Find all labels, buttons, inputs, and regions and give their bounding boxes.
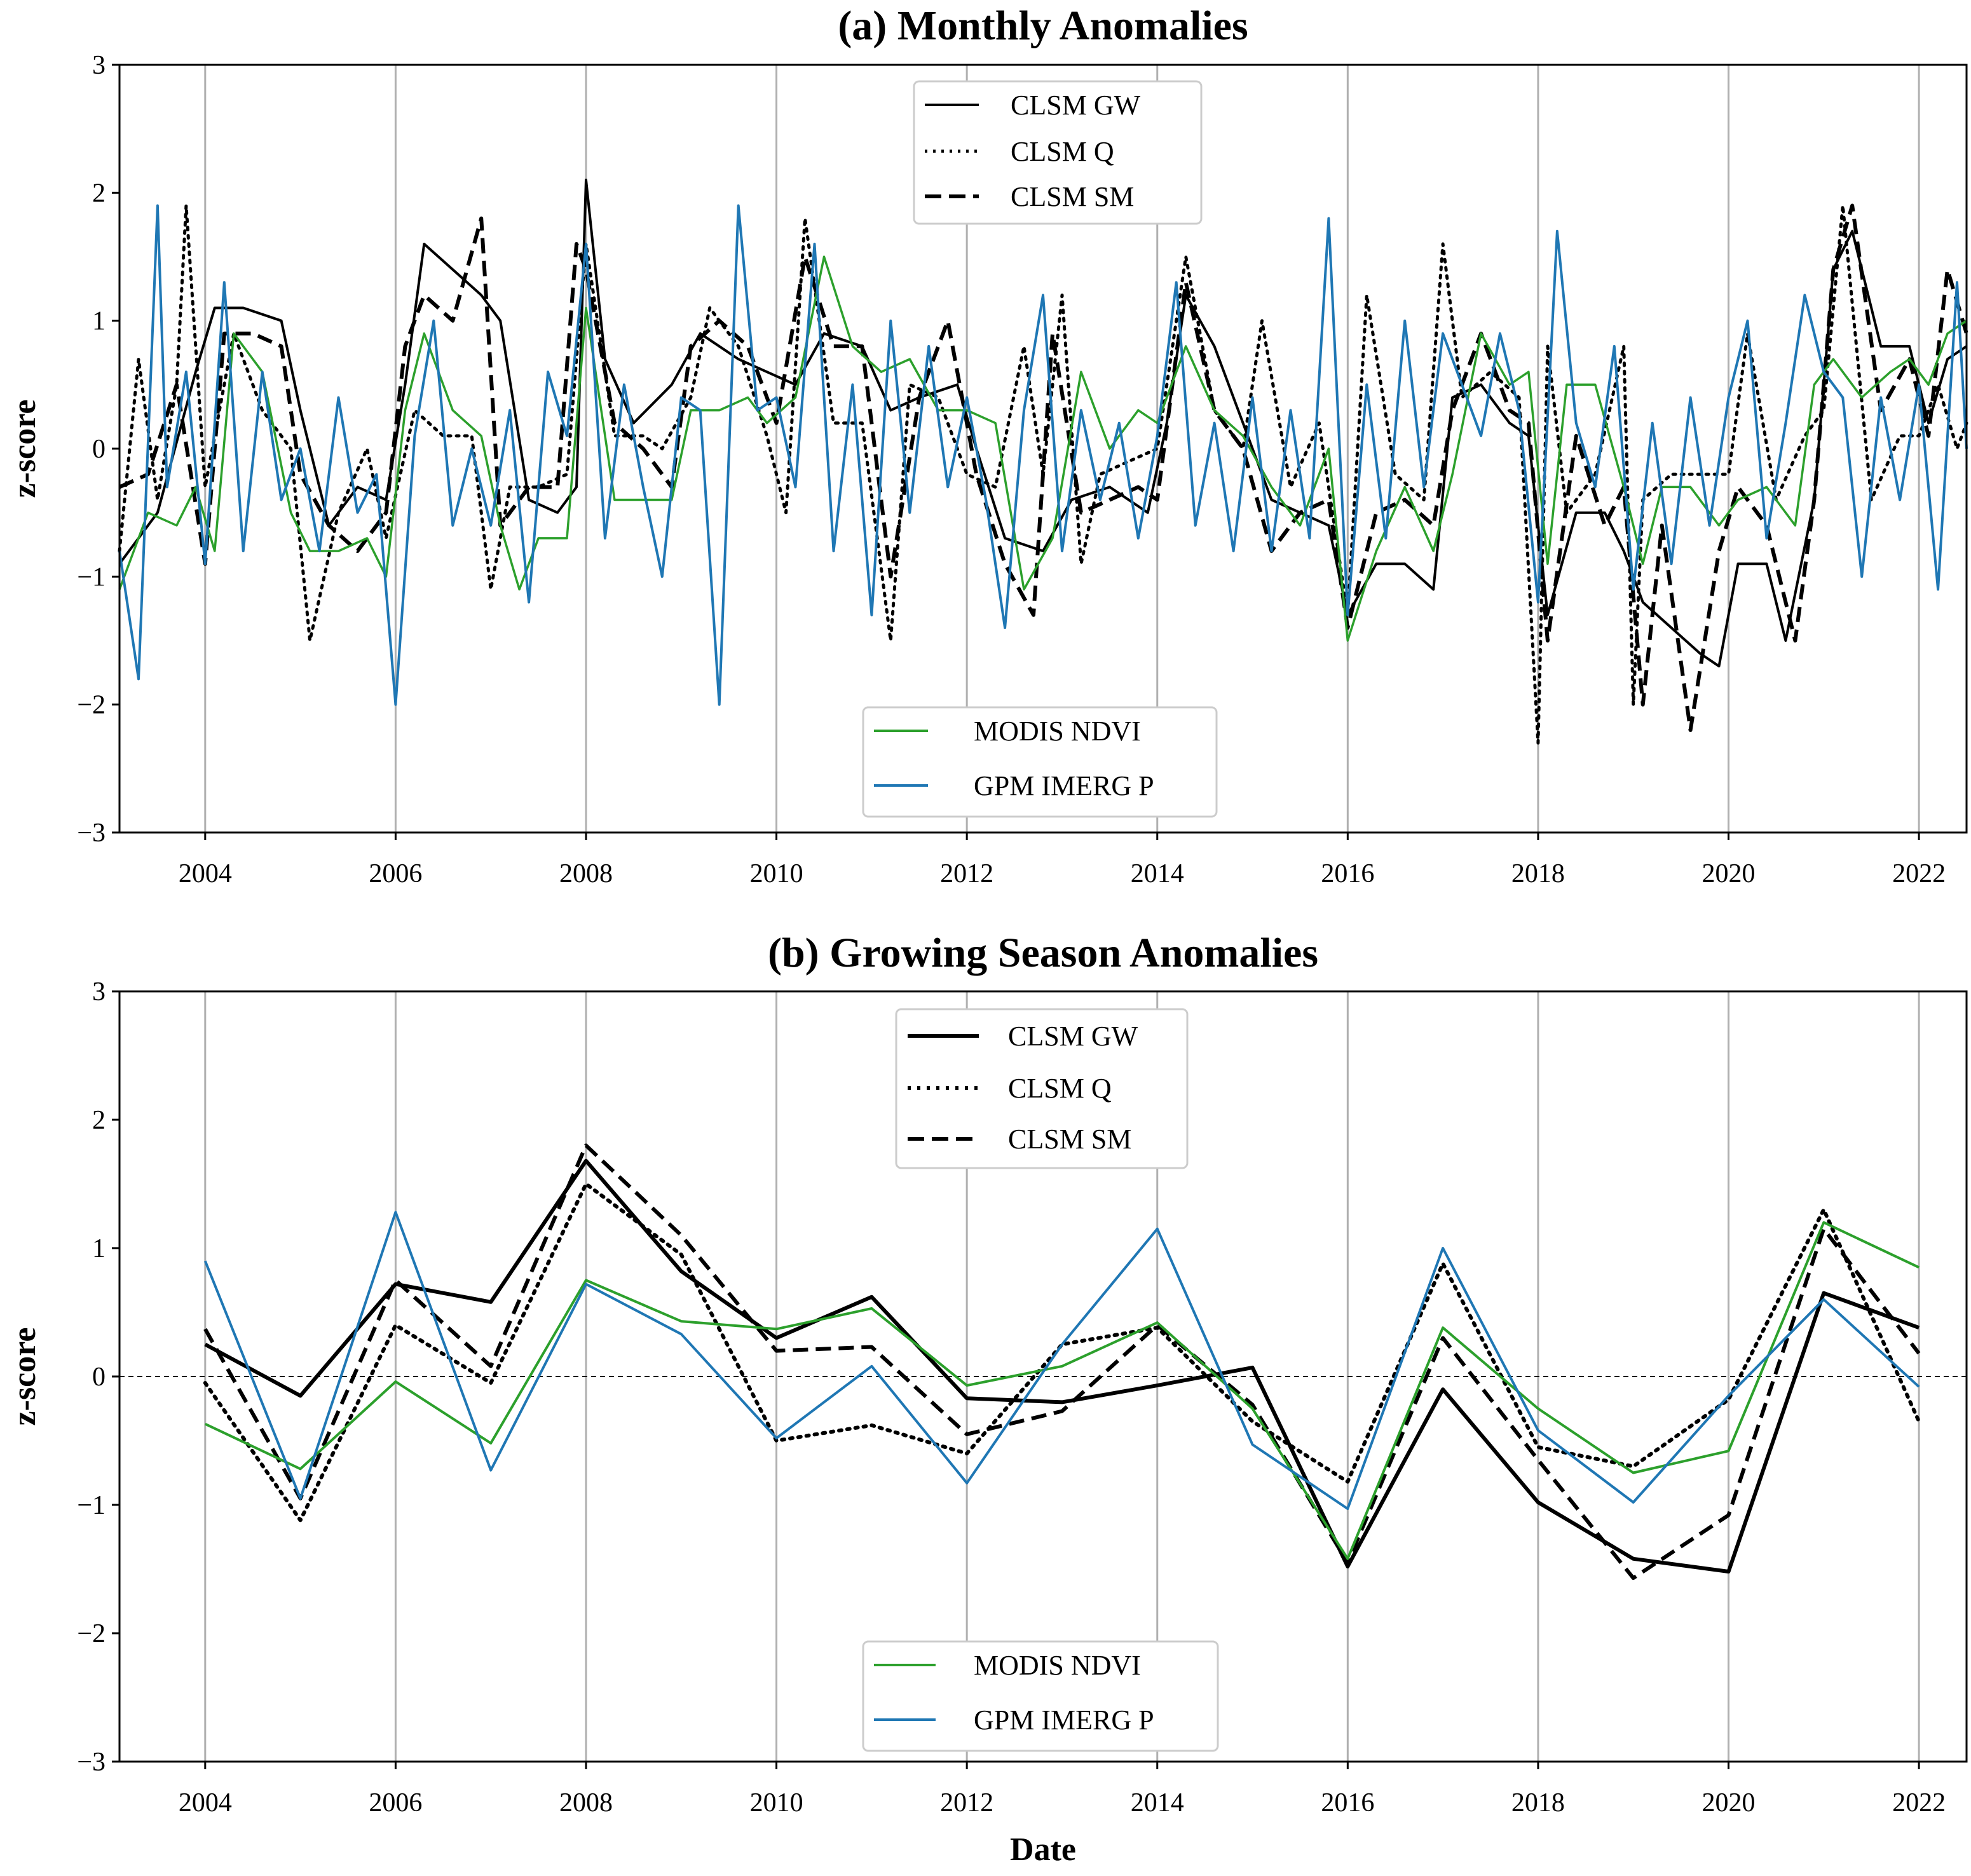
x-tick-label: 2006 xyxy=(369,1788,422,1818)
y-tick-label: 1 xyxy=(92,307,106,336)
y-axis-label: z-score xyxy=(6,400,43,498)
y-tick-label: −1 xyxy=(77,1491,106,1520)
legend-clsm: CLSM GW CLSM Q CLSM SM xyxy=(895,1008,1189,1169)
series-line-clsm-sm xyxy=(118,203,1968,732)
y-ticks: −3 −2 −1 0 1 2 3 xyxy=(77,51,119,848)
chart-title: (a) Monthly Anomalies xyxy=(838,3,1248,49)
x-tick-label: 2016 xyxy=(1321,1788,1374,1818)
y-tick-label: 0 xyxy=(92,1363,106,1392)
x-tick-label: 2014 xyxy=(1131,859,1184,888)
x-tick-label: 2004 xyxy=(179,1788,232,1818)
legend-label-clsm-sm: CLSM SM xyxy=(1011,181,1134,212)
x-tick-label: 2018 xyxy=(1511,1788,1565,1818)
x-tick-label: 2018 xyxy=(1511,859,1565,888)
x-ticks: 2004 2006 2008 2010 2012 2014 2016 2018 2020 2022 xyxy=(179,833,1946,888)
series-line-clsm-q xyxy=(203,1182,1921,1523)
y-tick-label: 2 xyxy=(92,1106,106,1135)
chart-title: (b) Growing Season Anomalies xyxy=(768,930,1318,976)
legend-label-clsm-q: CLSM Q xyxy=(1011,136,1114,167)
y-tick-label: −2 xyxy=(77,691,106,720)
y-tick-label: −3 xyxy=(77,819,106,848)
x-tick-label: 2014 xyxy=(1131,1788,1184,1818)
growing-season-anomalies-chart: (b) Growing Season Anomalies −3−2−10123 … xyxy=(6,930,1968,1868)
x-tick-label: 2020 xyxy=(1702,859,1756,888)
x-tick-label: 2022 xyxy=(1892,859,1946,888)
series-line-clsm-gw xyxy=(204,1159,1920,1574)
legend-label-clsm-sm: CLSM SM xyxy=(1008,1124,1131,1155)
x-tick-label: 2016 xyxy=(1321,859,1374,888)
y-tick-label: −3 xyxy=(77,1748,106,1777)
y-tick-label: −2 xyxy=(77,1619,106,1648)
legend-clsm: CLSM GW CLSM Q CLSM SM xyxy=(913,80,1203,225)
y-tick-label: 1 xyxy=(92,1234,106,1263)
x-ticks: 2004 2006 2008 2010 2012 2014 2016 2018 2020 2022 xyxy=(179,1762,1946,1818)
legend-label-modis-ndvi: MODIS NDVI xyxy=(974,716,1141,747)
y-tick-label: 3 xyxy=(92,977,106,1007)
series-line-clsm-q xyxy=(118,204,1968,745)
series-lines xyxy=(118,179,1968,745)
legend-label-clsm-q: CLSM Q xyxy=(1008,1073,1112,1104)
x-tick-label: 2012 xyxy=(940,859,993,888)
legend-label-gpm-imerg-p: GPM IMERG P xyxy=(974,770,1154,801)
series-line-clsm-sm xyxy=(203,1143,1921,1580)
legend-label-clsm-gw: CLSM GW xyxy=(1011,90,1141,121)
x-tick-label: 2010 xyxy=(750,1788,803,1818)
series-lines xyxy=(203,1143,1921,1580)
x-axis-label: Date xyxy=(1010,1832,1076,1868)
legend-label-gpm-imerg-p: GPM IMERG P xyxy=(974,1704,1154,1736)
x-tick-label: 2008 xyxy=(559,1788,613,1818)
x-tick-label: 2004 xyxy=(179,859,232,888)
x-tick-label: 2022 xyxy=(1892,1788,1946,1818)
series-line-clsm-gw xyxy=(118,179,1968,668)
x-tick-label: 2012 xyxy=(940,1788,993,1818)
legend-other: MODIS NDVI GPM IMERG P xyxy=(862,706,1218,818)
y-axis-label: z-score xyxy=(6,1328,43,1426)
legend-other: MODIS NDVI GPM IMERG P xyxy=(862,1640,1219,1752)
x-tick-label: 2006 xyxy=(369,859,422,888)
legend-label-clsm-gw: CLSM GW xyxy=(1008,1021,1138,1052)
y-tick-label: 2 xyxy=(92,179,106,208)
series-line-gpm-imerg-p xyxy=(118,204,1968,706)
series-line-modis-ndvi xyxy=(204,1221,1920,1560)
x-tick-label: 2020 xyxy=(1702,1788,1756,1818)
series-line-gpm-imerg-p xyxy=(203,1211,1920,1511)
x-tick-label: 2010 xyxy=(750,859,803,888)
y-tick-label: −1 xyxy=(77,562,106,592)
y-ticks: −3 −2 −1 0 1 2 3 xyxy=(77,977,119,1777)
x-tick-label: 2008 xyxy=(559,859,613,888)
y-tick-label: 3 xyxy=(92,51,106,80)
y-tick-label: 0 xyxy=(92,435,106,464)
legend-label-modis-ndvi: MODIS NDVI xyxy=(974,1650,1141,1681)
